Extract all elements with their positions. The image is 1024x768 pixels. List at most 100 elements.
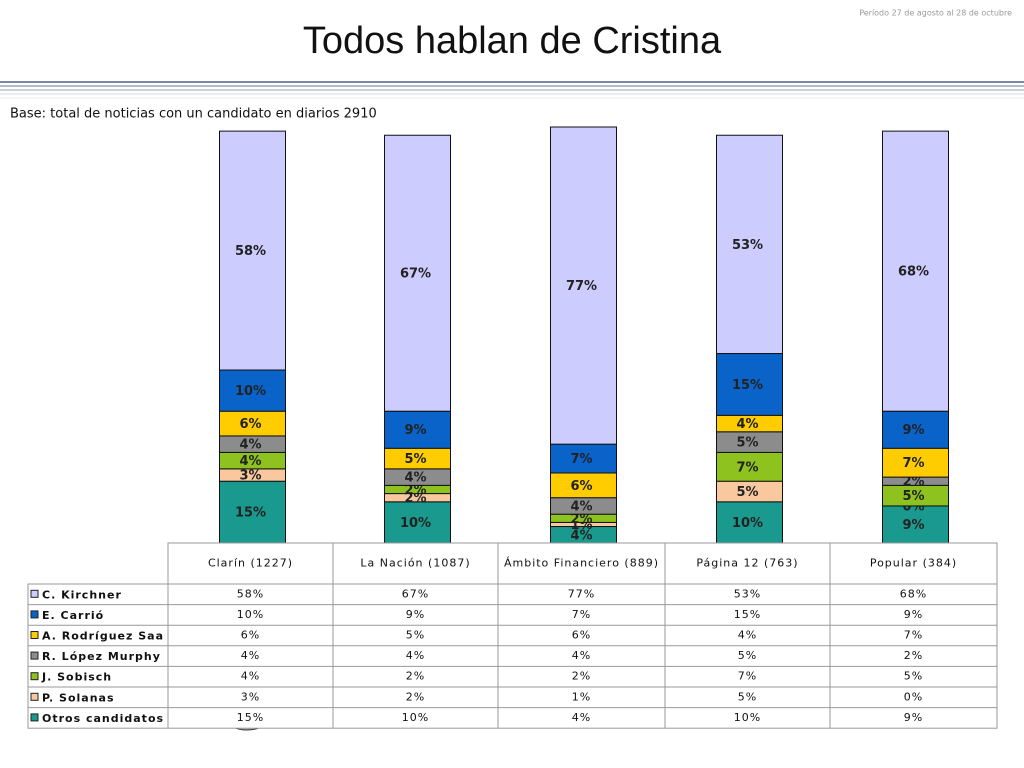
table-cell: 67%	[402, 587, 429, 600]
data-label: 5%	[404, 452, 426, 467]
table-header: Página 12 (763)	[696, 557, 798, 570]
table-cell: 4%	[572, 649, 591, 662]
data-label: 77%	[566, 279, 597, 294]
data-label: 6%	[570, 479, 592, 494]
table-cell: 2%	[904, 649, 923, 662]
legend-swatch	[30, 589, 39, 598]
table-cell: 1%	[572, 690, 591, 703]
table-cell: 7%	[904, 629, 923, 642]
bar-segment	[882, 447, 949, 478]
bar-segment	[219, 410, 286, 437]
subtitle: Período 27 de agosto al 28 de octubre	[859, 9, 1012, 18]
data-label: 7%	[570, 452, 592, 467]
data-label: 53%	[732, 238, 763, 253]
bar-segment	[550, 443, 617, 474]
table-cell: 5%	[738, 690, 757, 703]
data-table: Clarín (1227) La Nación (1087) Ámbito Fina…	[27, 542, 998, 729]
bar-segment	[716, 451, 783, 482]
table-cell: 68%	[900, 587, 927, 600]
data-label: 4%	[239, 454, 261, 469]
table-cell: 5%	[738, 649, 757, 662]
table-cell: 10%	[734, 711, 761, 724]
table-cell: 4%	[572, 711, 591, 724]
base-note: Base: total de noticias con un candidato…	[10, 107, 377, 122]
table-cell: 6%	[241, 629, 260, 642]
table-cell: 2%	[572, 670, 591, 683]
table-cell: 2%	[406, 690, 425, 703]
bars: 15%3%4%4%6%10%58%10%2%2%4%5%9%67%4%1%2%4…	[219, 126, 949, 544]
header-stripes	[0, 81, 1024, 99]
table-cell: 7%	[572, 608, 591, 621]
data-label: 10%	[235, 384, 266, 399]
data-label: 5%	[736, 485, 758, 500]
data-label: 67%	[400, 267, 431, 282]
legend-swatch	[30, 651, 39, 660]
bar-segment	[882, 130, 949, 412]
bar-segment	[550, 126, 617, 445]
table-cell: 7%	[738, 670, 757, 683]
data-label: 2%	[902, 475, 924, 490]
legend-label: P. Solanas	[42, 691, 115, 704]
table-header: Ámbito Financiero (889)	[504, 557, 659, 570]
table-header: Clarín (1227)	[208, 557, 293, 570]
data-label: 4%	[404, 471, 426, 486]
table-cell: 10%	[237, 608, 264, 621]
table-cell: 9%	[904, 608, 923, 621]
legend-swatch	[30, 631, 39, 639]
bar-segment	[219, 130, 286, 371]
table-cell: 10%	[402, 711, 429, 724]
table-cell: 77%	[568, 587, 595, 600]
table-cell: 4%	[738, 629, 757, 642]
table-cell: 53%	[734, 587, 761, 600]
table-cell: 9%	[406, 608, 425, 621]
bar-segment	[716, 134, 783, 355]
table-cell: 5%	[406, 629, 425, 642]
data-label: 15%	[235, 506, 266, 521]
legend-label: J. Sobisch	[41, 671, 112, 684]
legend-swatch	[30, 692, 39, 701]
data-label: 2%	[570, 512, 592, 527]
bar-segment	[384, 501, 451, 544]
legend-swatch	[30, 672, 39, 681]
table-cell: 2%	[406, 670, 425, 683]
data-label: 9%	[404, 423, 426, 438]
data-label: 4%	[570, 499, 592, 514]
data-label: 4%	[239, 438, 261, 453]
data-label: 7%	[736, 460, 758, 475]
legend-swatch	[30, 713, 39, 722]
data-label: 6%	[239, 417, 261, 432]
legend-label: E. Carrió	[42, 609, 104, 622]
chart-title: Todos hablan de Cristina	[303, 20, 722, 62]
data-label: 7%	[902, 456, 924, 471]
bar-segment	[550, 472, 617, 499]
bar-segment	[882, 505, 949, 544]
table-cell: 4%	[241, 670, 260, 683]
data-label: 5%	[736, 436, 758, 451]
bar-segment	[882, 410, 949, 449]
table-cell: 58%	[237, 587, 264, 600]
legend-label: A. Rodríguez Saa	[42, 630, 164, 643]
legend-label: Otros candidatos	[42, 712, 164, 725]
data-label: 5%	[902, 489, 924, 504]
table-cell: 3%	[241, 690, 260, 703]
table-cell: 0%	[904, 690, 923, 703]
table-cell: 9%	[904, 711, 923, 724]
table-cell: 4%	[406, 649, 425, 662]
table-cell: 15%	[734, 608, 761, 621]
data-label: 68%	[898, 265, 929, 280]
bar-segment	[716, 353, 783, 416]
data-label: 15%	[732, 378, 763, 393]
data-label: 4%	[736, 417, 758, 432]
data-label: 10%	[400, 516, 431, 531]
data-label: 3%	[239, 469, 261, 484]
data-label: 2%	[404, 483, 426, 498]
data-label: 9%	[902, 518, 924, 533]
table-cell: 15%	[237, 711, 264, 724]
data-label: 4%	[570, 528, 592, 543]
bar-segment	[219, 369, 286, 412]
data-label: 9%	[902, 423, 924, 438]
table-header: Popular (384)	[870, 557, 957, 570]
table-cell: 5%	[904, 670, 923, 683]
bar-segment	[219, 480, 286, 544]
